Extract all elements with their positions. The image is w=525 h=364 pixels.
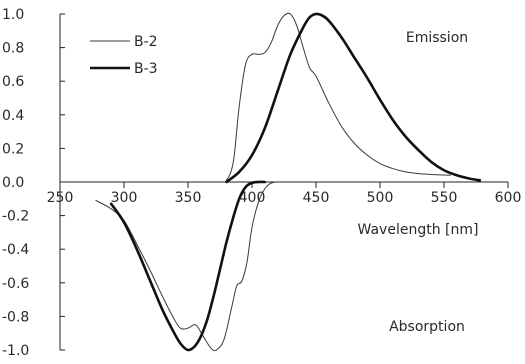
series-b-3-line xyxy=(225,12,482,184)
series-b-2-line xyxy=(95,181,276,352)
y-tick-label: -0.8 xyxy=(2,309,29,325)
x-axis-title: Wavelength [nm] xyxy=(358,222,479,238)
x-tick-label: 250 xyxy=(47,190,74,206)
legend-label-b2: B-2 xyxy=(134,34,158,50)
y-tick-label: -0.2 xyxy=(2,209,29,225)
y-tick-label: 0.0 xyxy=(2,175,24,191)
x-tick-label: 600 xyxy=(495,190,522,206)
y-tick-label: 0.6 xyxy=(2,74,24,90)
legend: B-2 B-3 xyxy=(90,34,158,77)
x-ticks: 250 300 350 400 450 500 550 600 xyxy=(47,182,522,206)
y-tick-label: 1.0 xyxy=(2,7,24,23)
x-tick-label: 350 xyxy=(175,190,202,206)
x-tick-label: 450 xyxy=(303,190,330,206)
annotation-emission: Emission xyxy=(406,30,468,46)
x-tick-label: 550 xyxy=(431,190,458,206)
y-tick-label: -0.4 xyxy=(2,242,29,258)
axes xyxy=(59,14,508,350)
y-tick-label: 0.2 xyxy=(2,141,24,157)
legend-label-b3: B-3 xyxy=(134,61,158,77)
y-ticks: 1.0 0.8 0.6 0.4 0.2 0.0 -0.2 -0.4 -0.6 -0.8 -1.0 xyxy=(2,7,65,359)
series-b-3-line xyxy=(109,180,267,352)
y-tick-label: -1.0 xyxy=(2,343,29,359)
series-layer xyxy=(95,12,482,352)
y-tick-label: -0.6 xyxy=(2,276,29,292)
annotation-absorption: Absorption xyxy=(389,319,465,335)
x-tick-label: 300 xyxy=(111,190,138,206)
y-tick-label: 0.4 xyxy=(2,108,24,124)
y-tick-label: 0.8 xyxy=(2,41,24,57)
x-tick-label: 500 xyxy=(367,190,394,206)
